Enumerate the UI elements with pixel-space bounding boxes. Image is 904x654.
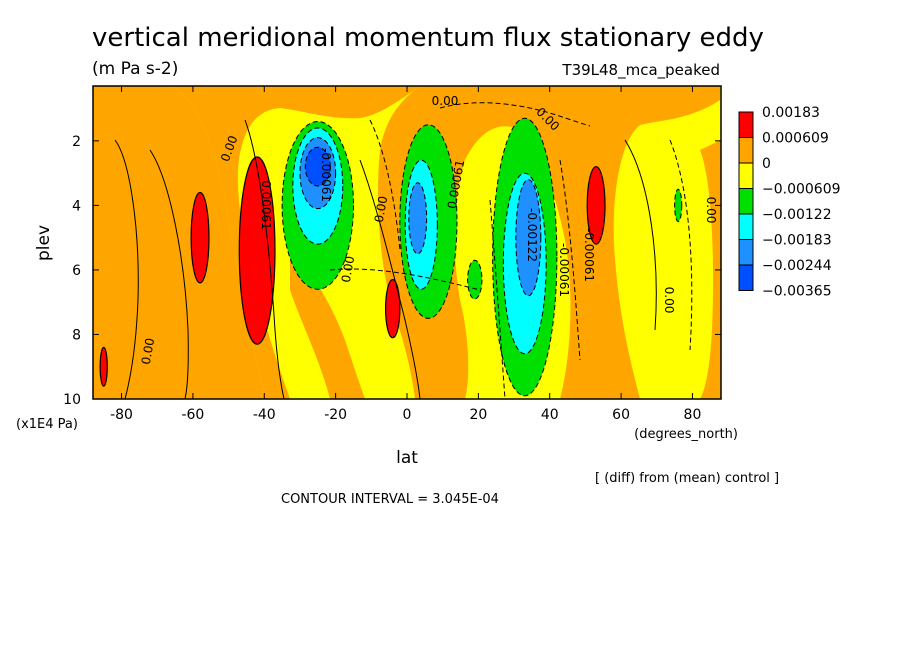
contour-label: -0.00122 <box>525 208 539 262</box>
orange-region <box>290 250 365 399</box>
contour-line <box>559 159 581 361</box>
contour-interval: CONTOUR INTERVAL = 3.045E-04 <box>281 492 499 507</box>
positive-flux-contour <box>238 156 276 345</box>
orange-region <box>170 86 420 399</box>
y-axis-units: (x1E4 Pa) <box>16 417 78 432</box>
legend-swatch <box>738 239 754 266</box>
comparison-note: [ (diff) from (mean) control ] <box>595 471 779 486</box>
positive-flux-contour <box>99 346 108 387</box>
legend-swatch <box>738 137 754 164</box>
legend-level-label: 0 <box>762 156 771 172</box>
legend-level-label: −0.00183 <box>762 233 832 249</box>
contour-label: -0.00061 <box>557 243 571 297</box>
contour-label: 0.00 <box>372 195 390 224</box>
legend-swatch <box>738 213 754 240</box>
x-tick-label: -40 <box>253 407 276 423</box>
contour-label: 0.00 <box>704 197 718 224</box>
legend-swatch <box>738 111 754 138</box>
negative-flux-contour <box>408 182 428 255</box>
contour-line <box>114 139 139 399</box>
chart-title: vertical meridional momentum flux statio… <box>92 23 764 53</box>
x-tick-label: 40 <box>541 407 559 423</box>
contour-line <box>244 119 285 399</box>
contour-line <box>329 268 481 291</box>
contour-label: -0.00061 <box>582 228 596 282</box>
x-tick-label: 80 <box>684 407 702 423</box>
legend-level-label: −0.00122 <box>762 207 832 223</box>
contour-line <box>369 119 401 251</box>
legend-level-label: −0.000609 <box>762 182 841 198</box>
contour-label: 0.00061 <box>259 180 273 230</box>
x-tick-label: 0 <box>403 407 412 423</box>
legend-level-label: −0.00365 <box>762 284 832 300</box>
contour-line <box>489 199 506 399</box>
y-tick-label: 8 <box>72 327 81 343</box>
negative-flux-contour <box>515 179 542 297</box>
color-legend: 0.00183 0.000609 0 −0.000609 −0.00122 −0.0018… <box>738 105 841 300</box>
x-tick-label: 60 <box>612 407 630 423</box>
legend-level-label: 0.00183 <box>762 105 820 121</box>
contour-line <box>669 139 693 351</box>
chart-units: (m Pa s-2) <box>92 59 178 79</box>
run-label: T39L48_mca_peaked <box>561 61 720 80</box>
contour-lines <box>114 102 693 399</box>
y-tick-label: 6 <box>72 263 81 279</box>
contour-line <box>624 139 657 331</box>
y-tick-label: 2 <box>72 134 81 150</box>
negative-flux-contour <box>674 188 683 223</box>
x-tick-label: 20 <box>469 407 487 423</box>
orange-region <box>378 86 720 399</box>
x-axis: -80 -60 -40 -20 0 20 40 60 80 <box>110 86 701 423</box>
legend-swatch <box>738 188 754 215</box>
contour-label: 0.00 <box>139 337 157 366</box>
contour-line <box>359 159 421 399</box>
negative-flux-contour <box>304 146 331 187</box>
plot-area: 0.000.000.000.000.000.000.000.00-0.00061… <box>92 85 722 400</box>
contour-line <box>439 102 591 127</box>
y-tick-label: 4 <box>72 198 81 214</box>
contour-label: 0.00 <box>339 255 357 284</box>
y-axis-label: plev <box>34 225 54 261</box>
contour-line <box>149 149 189 399</box>
negative-flux-contour <box>467 259 483 300</box>
x-tick-label: -60 <box>181 407 204 423</box>
y-tick-label: 10 <box>63 392 81 408</box>
legend-swatch <box>738 162 754 189</box>
positive-flux-contour <box>384 279 401 339</box>
positive-flux-contour <box>190 191 210 284</box>
x-axis-label: lat <box>396 448 418 468</box>
legend-level-label: −0.00244 <box>762 258 832 274</box>
positive-flux-contour <box>586 166 606 245</box>
contour-label: 0.00 <box>432 94 459 108</box>
x-axis-units: (degrees_north) <box>634 427 738 442</box>
contour-label: -0.00061 <box>319 148 333 202</box>
legend-level-label: 0.000609 <box>762 131 829 147</box>
y-axis: 2 4 6 8 10 <box>63 134 721 408</box>
contour-label: 0.00 <box>662 287 676 314</box>
x-tick-label: -20 <box>324 407 347 423</box>
x-tick-label: -80 <box>110 407 133 423</box>
legend-swatch <box>738 264 754 291</box>
